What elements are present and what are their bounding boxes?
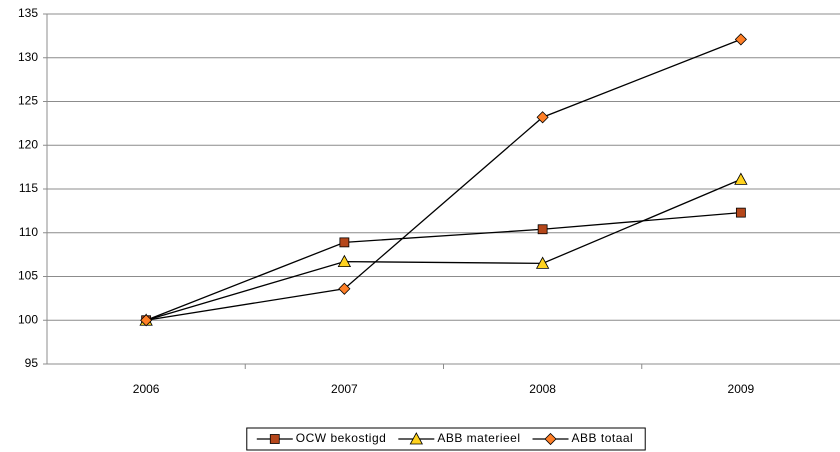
y-tick-label: 130 bbox=[18, 50, 38, 64]
y-tick-label: 100 bbox=[18, 312, 38, 326]
series-line bbox=[146, 38, 742, 321]
marker bbox=[337, 254, 352, 268]
legend: OCW bekostigd ABB materieel ABB totaal bbox=[246, 427, 646, 451]
marker bbox=[269, 434, 280, 444]
marker bbox=[734, 172, 748, 185]
legend-label: ABB materieel bbox=[437, 431, 520, 445]
marker bbox=[535, 256, 550, 269]
marker bbox=[140, 314, 153, 327]
marker bbox=[536, 111, 549, 124]
marker bbox=[544, 432, 557, 446]
series-line bbox=[145, 178, 742, 321]
legend-label: ABB totaal bbox=[572, 431, 634, 445]
y-tick-label: 125 bbox=[18, 94, 38, 108]
x-tick-label: 2009 bbox=[728, 382, 755, 396]
y-tick-label: 120 bbox=[18, 137, 38, 151]
legend-label: OCW bekostigd bbox=[296, 431, 387, 445]
x-tick-label: 2006 bbox=[133, 382, 160, 396]
series-line bbox=[145, 211, 741, 321]
legend-box bbox=[246, 427, 646, 451]
marker bbox=[734, 33, 747, 46]
marker bbox=[338, 282, 351, 295]
y-tick-label: 115 bbox=[19, 181, 38, 195]
marker bbox=[339, 237, 350, 248]
y-tick-label: 110 bbox=[19, 225, 38, 239]
y-tick-label: 135 bbox=[18, 6, 38, 20]
x-tick-label: 2007 bbox=[331, 382, 358, 396]
y-tick-label: 95 bbox=[25, 356, 39, 370]
marker bbox=[409, 432, 423, 445]
marker bbox=[537, 224, 548, 235]
marker bbox=[735, 207, 746, 218]
y-tick-label: 105 bbox=[18, 269, 38, 283]
x-tick-label: 2008 bbox=[529, 382, 556, 396]
